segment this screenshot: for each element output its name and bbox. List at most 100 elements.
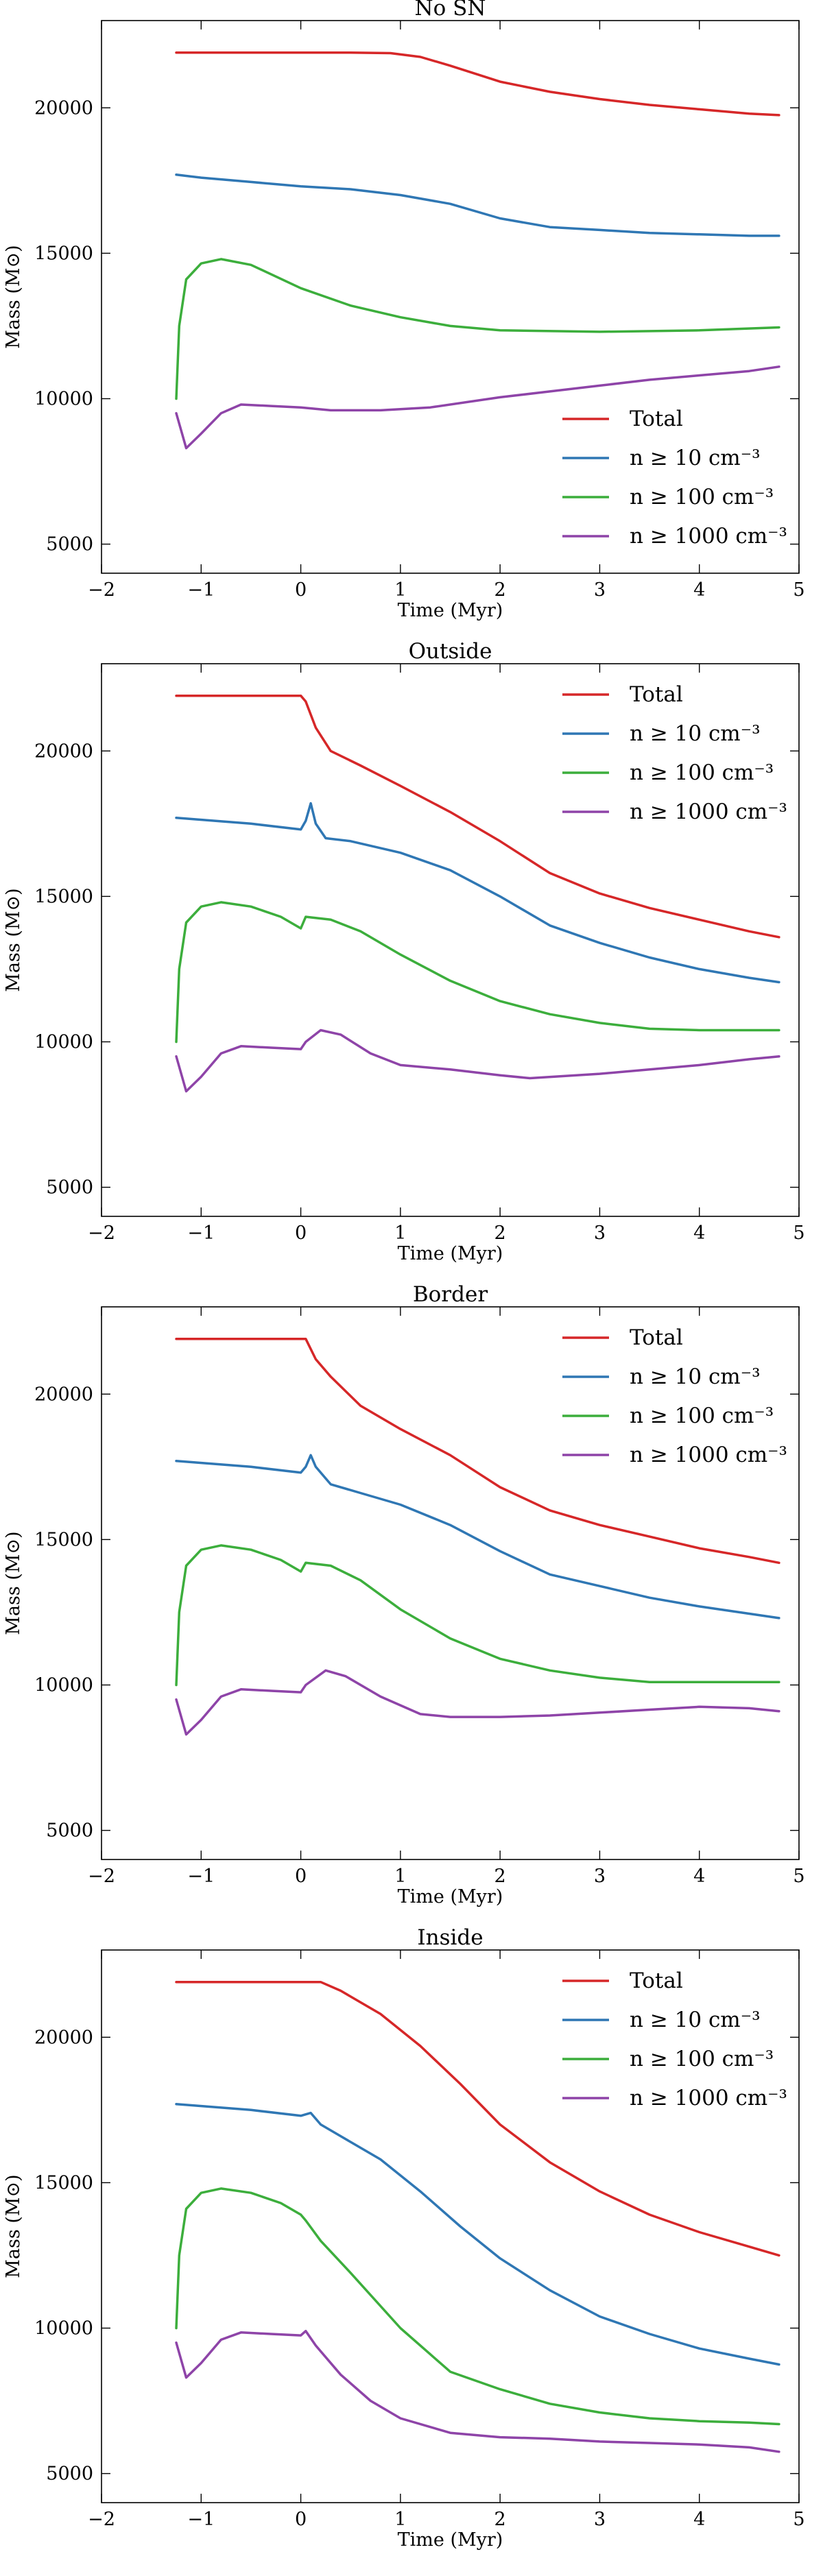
x-tick-label: 2: [494, 2509, 506, 2530]
x-axis-label: Time (Myr): [398, 2529, 503, 2551]
legend-entry: n ≥ 10 cm⁻³: [630, 1364, 761, 1389]
x-axis-label: Time (Myr): [398, 1886, 503, 1907]
series-line-2: [175, 2103, 780, 2366]
y-axis-label: Mass (M⊙): [3, 1531, 24, 1635]
legend: Total n ≥ 10 cm⁻³ n ≥ 100 cm⁻³ n ≥ 1000 cm⁻…: [562, 682, 787, 824]
x-tick-label: 0: [295, 2509, 307, 2530]
y-axis-label: Mass (M⊙): [3, 888, 24, 991]
legend-entry: Total: [630, 407, 683, 431]
series-line-3: [175, 901, 780, 1044]
chart-title: No SN: [414, 0, 486, 21]
chart-title: Border: [413, 1282, 488, 1307]
x-tick-label: 2: [494, 1223, 506, 1244]
legend-entry: n ≥ 100 cm⁻³: [630, 1404, 774, 1428]
legend: Total n ≥ 10 cm⁻³ n ≥ 100 cm⁻³ n ≥ 1000 cm⁻…: [562, 1325, 787, 1467]
series-line-3: [175, 2187, 780, 2426]
series-line-3: [175, 258, 780, 400]
chart-title: Outside: [409, 639, 492, 664]
y-tick-label: 5000: [46, 1177, 93, 1199]
chart-panel-3: Border −2 −1 0 1 2 3 4 5 5000 10000 15000 20000 Time …: [3, 1282, 805, 1907]
y-axis-label: Mass (M⊙): [3, 245, 24, 348]
legend-entry: Total: [630, 682, 683, 707]
y-tick-label: 5000: [46, 2464, 93, 2485]
y-axis-label: Mass (M⊙): [3, 2174, 24, 2278]
y-tick-label: 20000: [34, 2027, 93, 2048]
x-axis-label: Time (Myr): [398, 1243, 503, 1264]
x-tick-label: 3: [594, 1223, 606, 1244]
legend-entry: Total: [630, 1325, 683, 1350]
x-tick-label: 5: [793, 1223, 804, 1244]
plot-frame: [101, 1949, 800, 2503]
x-tick-label: 1: [394, 1223, 406, 1244]
x-tick-label: −1: [187, 1223, 215, 1244]
y-tick-label: 10000: [34, 1031, 93, 1052]
x-tick-label: −2: [88, 1223, 115, 1244]
series-line-1: [175, 1337, 780, 1565]
series-line-2: [175, 173, 780, 237]
y-tick-label: 10000: [34, 388, 93, 409]
y-tick-label: 5000: [46, 1820, 93, 1842]
plot-frame: [101, 20, 800, 574]
plot-frame: [101, 663, 800, 1217]
y-tick-label: 20000: [34, 741, 93, 762]
y-tick-label: 20000: [34, 97, 93, 119]
chart-panel-1: No SN −2 −1 0 1 2 3 4 5 5000 10000 15000 20000 Time (…: [3, 0, 805, 621]
x-tick-label: 4: [693, 1866, 705, 1887]
chart-panel-4: Inside −2 −1 0 1 2 3 4 5 5000 10000 15000 20000 Time …: [3, 1925, 805, 2551]
x-tick-label: 3: [594, 1866, 606, 1887]
y-tick-label: 15000: [34, 243, 93, 264]
legend-entry: Total: [630, 1969, 683, 1993]
series-line-4: [175, 1028, 780, 1093]
series-line-4: [175, 2329, 780, 2453]
y-tick-label: 10000: [34, 2318, 93, 2339]
y-tick-label: 10000: [34, 1674, 93, 1696]
x-tick-label: 4: [693, 579, 705, 601]
legend-entry: n ≥ 1000 cm⁻³: [630, 799, 787, 824]
legend: Total n ≥ 10 cm⁻³ n ≥ 100 cm⁻³ n ≥ 1000 cm⁻…: [562, 1969, 787, 2110]
x-tick-label: 1: [394, 2509, 406, 2530]
x-tick-label: −2: [88, 2509, 115, 2530]
chart-panel-2: Outside −2 −1 0 1 2 3 4 5 5000 10000 15000 20000 Time…: [3, 639, 805, 1264]
y-tick-label: 15000: [34, 2172, 93, 2193]
series-line-1: [175, 51, 780, 117]
x-tick-label: 1: [394, 1866, 406, 1887]
x-tick-label: 3: [594, 579, 606, 601]
y-tick-label: 5000: [46, 534, 93, 555]
chart-title: Inside: [417, 1925, 483, 1950]
x-tick-label: 2: [494, 1866, 506, 1887]
legend-entry: n ≥ 1000 cm⁻³: [630, 2086, 787, 2110]
x-tick-label: 0: [295, 1866, 307, 1887]
legend-entry: n ≥ 100 cm⁻³: [630, 2047, 774, 2071]
plot-frame: [101, 1306, 800, 1860]
x-tick-label: −1: [187, 579, 215, 601]
x-tick-label: −1: [187, 2509, 215, 2530]
series-line-2: [175, 802, 780, 984]
x-tick-label: 4: [693, 2509, 705, 2530]
legend-entry: n ≥ 10 cm⁻³: [630, 446, 761, 470]
x-tick-label: 1: [394, 579, 406, 601]
series-line-2: [175, 1454, 780, 1620]
y-tick-label: 15000: [34, 886, 93, 907]
series-line-3: [175, 1544, 780, 1687]
y-tick-label: 20000: [34, 1384, 93, 1405]
x-tick-label: 2: [494, 579, 506, 601]
x-axis-label: Time (Myr): [398, 600, 503, 621]
legend-entry: n ≥ 100 cm⁻³: [630, 760, 774, 785]
legend-entry: n ≥ 1000 cm⁻³: [630, 524, 787, 549]
series-line-1: [175, 694, 780, 939]
series-line-4: [175, 365, 780, 450]
legend-entry: n ≥ 1000 cm⁻³: [630, 1443, 787, 1467]
x-tick-label: 5: [793, 1866, 804, 1887]
x-tick-label: 5: [793, 579, 804, 601]
legend-entry: n ≥ 10 cm⁻³: [630, 2008, 761, 2032]
x-tick-label: 4: [693, 1223, 705, 1244]
series-line-4: [175, 1669, 780, 1736]
series-line-1: [175, 1980, 780, 2257]
x-tick-label: −2: [88, 1866, 115, 1887]
legend-entry: n ≥ 100 cm⁻³: [630, 485, 774, 509]
x-tick-label: −1: [187, 1866, 215, 1887]
legend-entry: n ≥ 10 cm⁻³: [630, 721, 761, 746]
x-tick-label: 3: [594, 2509, 606, 2530]
y-tick-label: 15000: [34, 1529, 93, 1550]
